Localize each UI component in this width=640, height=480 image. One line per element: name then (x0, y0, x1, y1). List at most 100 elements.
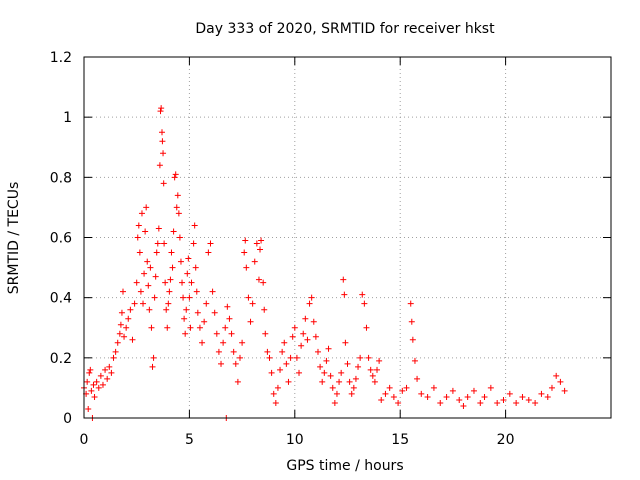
data-point (251, 258, 258, 265)
data-point (87, 366, 94, 373)
data-point (222, 324, 229, 331)
data-point (245, 294, 252, 301)
data-point (443, 393, 450, 400)
data-point (91, 393, 98, 400)
data-point (170, 228, 177, 235)
data-point (166, 288, 173, 295)
data-point (312, 333, 319, 340)
data-point (228, 330, 235, 337)
data-point (544, 393, 551, 400)
data-point (243, 264, 250, 271)
data-point (158, 105, 165, 112)
x-tick-label: 20 (497, 432, 515, 448)
data-point (131, 300, 138, 307)
x-tick-label: 15 (391, 432, 409, 448)
data-point (308, 294, 315, 301)
data-point (325, 345, 332, 352)
data-point (369, 372, 376, 379)
data-points (81, 105, 568, 421)
data-point (119, 288, 126, 295)
data-point (344, 360, 351, 367)
data-point (174, 192, 181, 199)
data-point (194, 309, 201, 316)
data-point (333, 390, 340, 397)
data-point (171, 174, 178, 181)
data-point (340, 276, 347, 283)
data-point (437, 399, 444, 406)
data-point (289, 333, 296, 340)
data-point (127, 306, 134, 313)
data-point (211, 309, 218, 316)
data-point (470, 387, 477, 394)
data-point (407, 300, 414, 307)
data-point (323, 357, 330, 364)
data-point (199, 339, 206, 346)
data-point (304, 336, 311, 343)
data-point (146, 306, 153, 313)
data-point (95, 384, 102, 391)
data-point (274, 384, 281, 391)
y-tick-label: 0 (63, 411, 72, 427)
data-point (114, 339, 121, 346)
data-point (408, 318, 415, 325)
data-point (283, 360, 290, 367)
x-tick-label: 10 (286, 432, 304, 448)
data-point (134, 234, 141, 241)
data-point (262, 330, 269, 337)
data-point (310, 318, 317, 325)
data-point (144, 258, 151, 265)
data-point (376, 357, 383, 364)
data-point (268, 369, 275, 376)
data-point (348, 390, 355, 397)
data-point (121, 333, 128, 340)
data-point (205, 249, 212, 256)
data-point (255, 276, 262, 283)
data-point (350, 384, 357, 391)
data-point (374, 366, 381, 373)
data-point (104, 375, 111, 382)
data-point (481, 393, 488, 400)
data-point (395, 399, 402, 406)
data-point (367, 366, 374, 373)
data-point (182, 330, 189, 337)
data-point (209, 288, 216, 295)
data-point (152, 273, 159, 280)
data-point (158, 129, 165, 136)
data-point (108, 369, 115, 376)
data-point (242, 237, 249, 244)
data-point (341, 291, 348, 298)
data-point (239, 339, 246, 346)
data-point (159, 138, 166, 145)
data-point (162, 279, 169, 286)
data-point (203, 300, 210, 307)
data-point (336, 378, 343, 385)
data-point (90, 381, 97, 388)
data-point (418, 390, 425, 397)
data-point (253, 240, 260, 247)
data-point (148, 324, 155, 331)
data-point (129, 336, 136, 343)
data-point (141, 270, 148, 277)
data-point (232, 360, 239, 367)
data-point (175, 210, 182, 217)
data-point (561, 387, 568, 394)
data-point (112, 348, 119, 355)
data-point (296, 369, 303, 376)
data-point (161, 240, 168, 247)
data-point (302, 315, 309, 322)
data-point (260, 279, 267, 286)
data-point (118, 309, 125, 316)
data-point (215, 348, 222, 355)
data-point (163, 306, 170, 313)
data-point (169, 264, 176, 271)
data-point (279, 348, 286, 355)
data-point (506, 390, 513, 397)
data-point (371, 378, 378, 385)
data-point (342, 339, 349, 346)
data-point (151, 294, 158, 301)
data-point (411, 357, 418, 364)
data-point (258, 237, 265, 244)
data-point (494, 399, 501, 406)
data-point (414, 375, 421, 382)
data-point (241, 249, 248, 256)
